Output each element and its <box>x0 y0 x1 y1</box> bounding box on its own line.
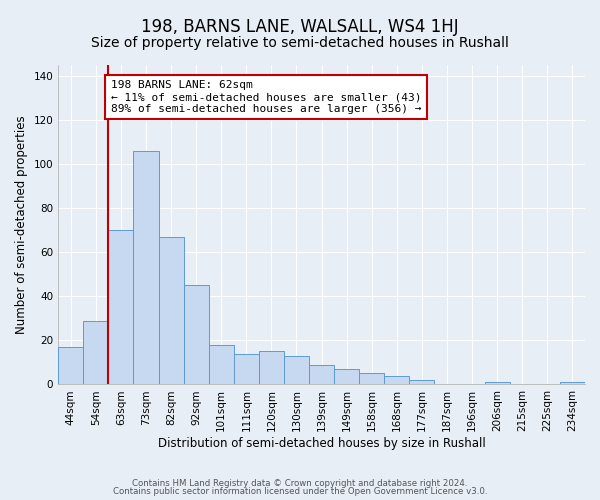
Text: 198, BARNS LANE, WALSALL, WS4 1HJ: 198, BARNS LANE, WALSALL, WS4 1HJ <box>141 18 459 36</box>
Bar <box>385 376 409 384</box>
Bar <box>409 380 434 384</box>
Bar <box>560 382 585 384</box>
Bar <box>359 374 385 384</box>
Bar <box>83 320 109 384</box>
Text: Contains HM Land Registry data © Crown copyright and database right 2024.: Contains HM Land Registry data © Crown c… <box>132 478 468 488</box>
Bar <box>259 352 284 384</box>
Bar <box>109 230 133 384</box>
Bar <box>234 354 259 384</box>
Text: Contains public sector information licensed under the Open Government Licence v3: Contains public sector information licen… <box>113 488 487 496</box>
Bar <box>184 286 209 384</box>
Bar <box>58 347 83 385</box>
Bar <box>309 364 334 384</box>
Bar <box>158 237 184 384</box>
Y-axis label: Number of semi-detached properties: Number of semi-detached properties <box>15 116 28 334</box>
Bar <box>334 369 359 384</box>
Bar <box>209 345 234 385</box>
X-axis label: Distribution of semi-detached houses by size in Rushall: Distribution of semi-detached houses by … <box>158 437 485 450</box>
Bar <box>284 356 309 384</box>
Text: Size of property relative to semi-detached houses in Rushall: Size of property relative to semi-detach… <box>91 36 509 50</box>
Text: 198 BARNS LANE: 62sqm
← 11% of semi-detached houses are smaller (43)
89% of semi: 198 BARNS LANE: 62sqm ← 11% of semi-deta… <box>111 80 421 114</box>
Bar <box>485 382 510 384</box>
Bar <box>133 151 158 384</box>
